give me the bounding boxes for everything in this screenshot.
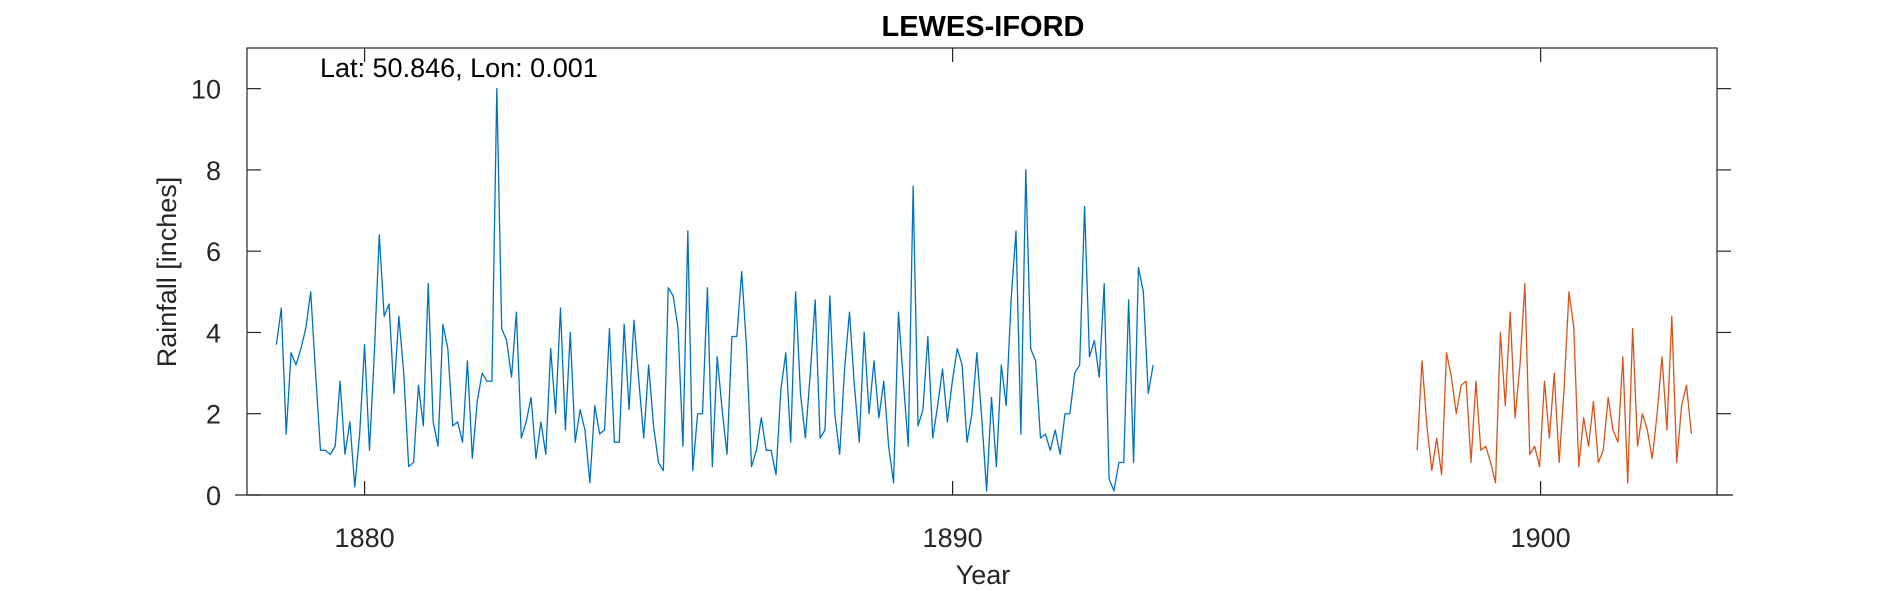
series-line-2 — [1416, 283, 1693, 484]
chart-title: LEWES-IFORD — [882, 11, 1085, 43]
y-tick-label-8: 8 — [206, 156, 221, 186]
y-tick-label-10: 10 — [191, 75, 221, 105]
x-ticks: 1880 1890 1900 — [335, 48, 1571, 553]
y-ticks: 0 2 4 6 8 10 — [191, 75, 1731, 511]
y-tick-label-2: 2 — [206, 400, 221, 430]
plot-area: 1880 1890 1900 0 2 4 6 8 10 — [191, 47, 1733, 553]
location-annotation: Lat: 50.846, Lon: 0.001 — [320, 53, 598, 83]
y-tick-label-6: 6 — [206, 237, 221, 267]
y-axis-label: Rainfall [inches] — [152, 177, 182, 368]
y-tick-label-0: 0 — [206, 481, 221, 511]
series-line-1 — [275, 87, 1154, 492]
x-axis-label: Year — [956, 560, 1011, 590]
x-tick-label-1890: 1890 — [923, 523, 983, 553]
x-tick-label-1880: 1880 — [335, 523, 395, 553]
series-layer — [275, 87, 1693, 492]
x-tick-label-1900: 1900 — [1511, 523, 1571, 553]
y-tick-label-4: 4 — [206, 318, 221, 348]
